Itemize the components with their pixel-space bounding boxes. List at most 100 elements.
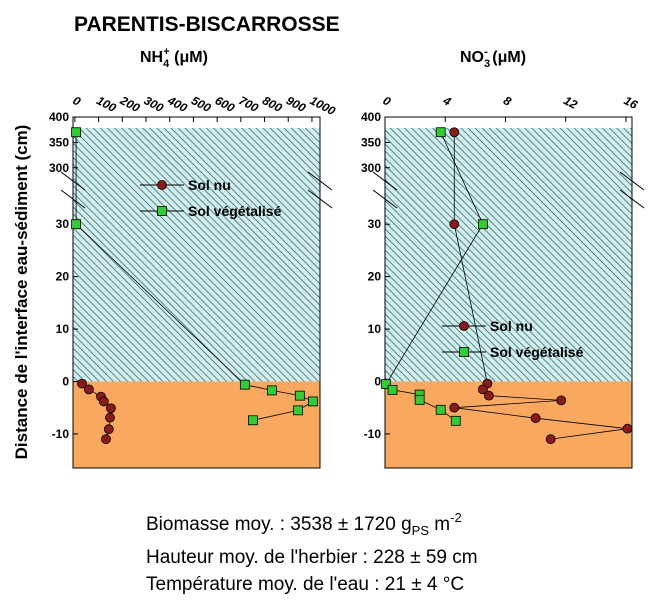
axis-break	[60, 171, 86, 191]
legend-marker	[157, 180, 167, 190]
y-tick-label: 0	[62, 374, 69, 388]
point	[622, 423, 633, 434]
label-part: +	[163, 46, 169, 58]
label-part: 3	[484, 58, 490, 70]
axis-break	[372, 189, 398, 209]
point	[477, 219, 488, 230]
point	[98, 396, 109, 407]
point	[381, 379, 391, 390]
point	[449, 402, 460, 413]
x-axis-label: NO3- (μM)	[460, 46, 526, 70]
x-tick-label: 16	[622, 93, 641, 112]
point	[294, 390, 305, 401]
plot-frame	[72, 116, 321, 469]
y-axis-label: Distance de l'interface eau-sédiment (cm…	[12, 125, 31, 460]
note: Température moy. de l'eau : 21 ± 4 °C	[146, 574, 464, 595]
water-zone	[385, 128, 632, 382]
label-part: NO	[460, 49, 484, 66]
point	[545, 434, 556, 445]
axis-break	[372, 171, 398, 191]
x-tick-label: 12	[561, 93, 580, 112]
legend-label: Sol nu	[188, 177, 231, 193]
x-tick-label: 4	[440, 93, 454, 109]
legend-marker	[157, 206, 167, 216]
x-tick-label: 500	[189, 93, 214, 115]
y-tick-label: 30	[368, 217, 382, 231]
point	[450, 415, 461, 426]
water-zone	[73, 128, 320, 382]
point	[530, 413, 541, 424]
chart-title: PARENTIS-BISCARROSSE	[74, 13, 340, 36]
y-tick-label: 300	[49, 161, 69, 175]
point	[101, 434, 111, 445]
y-tick-label: 30	[56, 217, 70, 231]
note-part: Biomasse moy. : 3538 ± 1720 g	[146, 514, 412, 535]
y-tick-label: 10	[56, 322, 70, 336]
note-part: PS	[412, 523, 430, 538]
y-tick-label: 350	[49, 135, 69, 149]
legend-marker	[459, 321, 469, 331]
point	[71, 127, 81, 138]
axis-break	[60, 189, 86, 209]
sediment-zone	[73, 381, 320, 468]
y-tick-label: 350	[361, 135, 381, 149]
legend-label: Sol végétalisé	[490, 344, 584, 360]
x-tick-label: 100	[94, 93, 119, 115]
y-tick-label: 20	[368, 270, 382, 284]
point	[77, 378, 87, 389]
point	[435, 404, 446, 415]
legend-marker	[459, 347, 469, 357]
x-tick-label: 800	[260, 93, 285, 115]
point	[83, 384, 94, 395]
point	[293, 405, 303, 416]
legend-label: Sol végétalisé	[188, 203, 282, 219]
x-tick-label: 0	[70, 93, 83, 109]
point	[477, 384, 488, 395]
axis-break	[619, 189, 645, 209]
point	[103, 424, 114, 435]
label-part: (μM)	[170, 49, 208, 66]
y-tick-label: -10	[364, 427, 382, 441]
point	[435, 127, 446, 138]
label-part: (μM)	[488, 49, 526, 66]
x-tick-label: 300	[142, 93, 167, 115]
y-tick-label: 400	[49, 110, 69, 124]
point	[449, 127, 460, 138]
x-tick-label: 8	[501, 93, 514, 109]
x-tick-label: 200	[117, 93, 142, 115]
point	[307, 396, 318, 407]
point	[248, 415, 258, 426]
point	[266, 385, 277, 396]
notes: Biomasse moy. : 3538 ± 1720 gPS m-2 Haute…	[146, 510, 478, 595]
y-tick-label: 20	[56, 270, 70, 284]
y-tick-label: 10	[368, 322, 382, 336]
y-tick-label: 300	[361, 161, 381, 175]
label-part: -	[484, 46, 488, 58]
series-line	[453, 132, 628, 440]
point	[71, 219, 81, 230]
x-tick-label: 600	[213, 93, 238, 115]
point	[387, 384, 398, 395]
note-part: -2	[450, 510, 462, 525]
x-tick-label: 0	[381, 93, 394, 109]
y-tick-label: 400	[361, 110, 381, 124]
axis-break	[307, 189, 333, 209]
label-part: NH	[140, 49, 163, 66]
point	[556, 395, 567, 406]
note: Biomasse moy. : 3538 ± 1720 gPS m-2	[146, 510, 462, 538]
x-tick-label: 700	[236, 93, 261, 115]
point	[414, 394, 425, 405]
point	[239, 379, 250, 390]
plot-frame	[384, 116, 633, 469]
point	[106, 403, 116, 414]
point	[484, 390, 494, 401]
point	[449, 219, 460, 230]
axis-break	[307, 171, 333, 191]
x-tick-label: 400	[164, 93, 189, 115]
legend-label: Sol nu	[490, 318, 533, 334]
note-part: m	[429, 514, 450, 535]
x-axis-label: NH4+ (μM)	[140, 46, 208, 70]
note: Hauteur moy. de l'herbier : 228 ± 59 cm	[146, 547, 478, 568]
x-tick-label: 1000	[308, 93, 338, 118]
